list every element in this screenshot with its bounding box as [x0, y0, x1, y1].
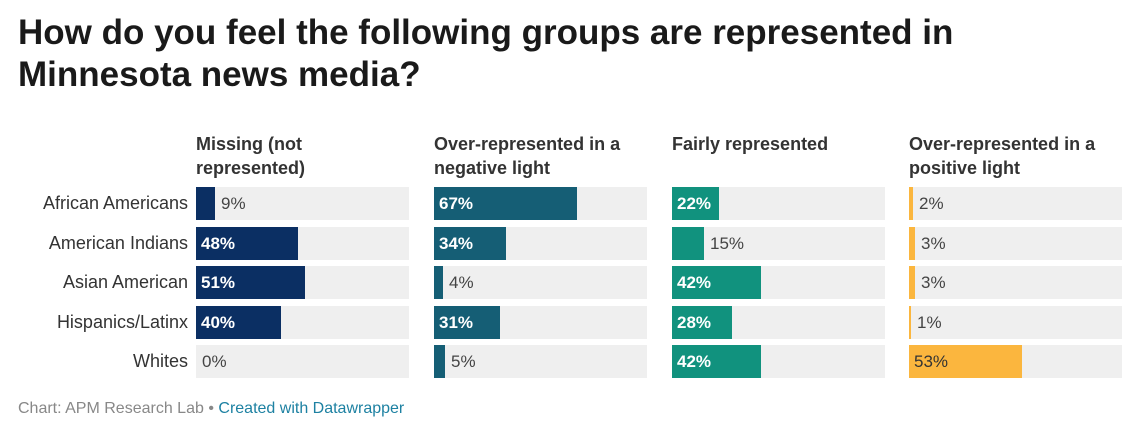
bar-track: 28%: [672, 305, 885, 339]
bar-track: 67%: [434, 187, 647, 220]
bar-fairly-represented-african-americans: [672, 187, 719, 220]
bar-fairly-represented-american-indians: [672, 226, 704, 260]
bar-track: 53%: [909, 345, 1122, 378]
row-label-asian-american: Asian American: [62, 272, 188, 292]
value-label: 3%: [921, 273, 946, 292]
row-label-whites: Whites: [132, 351, 188, 371]
bar-track: 15%: [672, 226, 885, 260]
bar-over-represented-in-a-positive-light-american-indians: [909, 226, 915, 260]
value-label: 40%: [201, 312, 236, 332]
value-label: 53%: [914, 352, 949, 371]
bar-missing-not-represented-american-indians: [196, 226, 298, 260]
row-label-american-indians: American Indians: [48, 232, 188, 253]
bar-missing-not-represented-hispanics-latinx: [196, 305, 281, 339]
bar-track: 48%: [196, 226, 409, 260]
datawrapper-link[interactable]: Created with Datawrapper: [218, 400, 405, 417]
value-label: 9%: [221, 194, 246, 213]
bar-track: 34%: [434, 226, 647, 260]
value-label: 3%: [921, 233, 946, 253]
column-header-missing-not-represented: Missing (not represented): [196, 134, 306, 178]
column-header-over-represented-in-a-positive-light: Over-represented in a positive light: [909, 134, 1096, 178]
value-label: 42%: [677, 273, 712, 292]
bar-track: 51%: [196, 266, 409, 299]
bar-track: 3%: [909, 266, 1122, 299]
value-label: 48%: [201, 233, 236, 253]
bar-track: 31%: [434, 305, 647, 339]
bar-track: 22%: [672, 187, 885, 220]
bar-fairly-represented-asian-american: [672, 266, 761, 299]
bar-over-represented-in-a-positive-light-hispanics-latinx: [909, 305, 911, 339]
value-label: 1%: [917, 312, 942, 332]
bar-over-represented-in-a-negative-light-american-indians: [434, 226, 506, 260]
bar-over-represented-in-a-negative-light-african-americans: [434, 187, 577, 220]
bar-over-represented-in-a-positive-light-whites: [909, 345, 1022, 378]
bar-track: 2%: [909, 187, 1122, 220]
value-label: 51%: [201, 273, 236, 292]
column-header-fairly-represented: Fairly represented: [672, 134, 829, 154]
bar-track: 40%: [196, 305, 409, 339]
bar-track: 3%: [909, 226, 1122, 260]
chart-title: How do you feel the following groups are…: [18, 13, 954, 94]
bar-over-represented-in-a-positive-light-asian-american: [909, 266, 915, 299]
bar-over-represented-in-a-positive-light-african-americans: [909, 187, 913, 220]
bar-track: 4%: [434, 266, 647, 299]
source-note: Chart: APM Research Lab: [18, 400, 204, 417]
row-label-hispanics-latinx: Hispanics/Latinx: [56, 311, 188, 332]
bar-track: 42%: [672, 345, 885, 378]
value-label: 34%: [439, 233, 474, 253]
bar-track: 5%: [434, 345, 647, 378]
value-label: 0%: [202, 352, 227, 371]
value-label: 4%: [449, 273, 474, 292]
bar-track: 1%: [909, 305, 1122, 339]
value-label: 31%: [439, 312, 474, 332]
value-label: 67%: [439, 194, 474, 213]
bar-track: 0%: [196, 345, 409, 378]
footer: Chart: APM Research Lab • Created with D…: [18, 400, 404, 418]
bar-track: 42%: [672, 266, 885, 299]
bar-over-represented-in-a-negative-light-whites: [434, 345, 445, 378]
bar-track: 9%: [196, 187, 409, 220]
value-label: 15%: [710, 233, 745, 253]
bar-fairly-represented-whites: [672, 345, 761, 378]
row-label-african-americans: African Americans: [42, 193, 188, 213]
value-label: 28%: [677, 312, 712, 332]
value-label: 5%: [451, 352, 476, 371]
bar-over-represented-in-a-negative-light-hispanics-latinx: [434, 305, 500, 339]
value-label: 22%: [677, 194, 712, 213]
bar-fairly-represented-hispanics-latinx: [672, 305, 732, 339]
value-label: 2%: [919, 194, 944, 213]
bar-missing-not-represented-african-americans: [196, 187, 215, 220]
column-header-over-represented-in-a-negative-light: Over-represented in a negative light: [434, 134, 621, 178]
footer-separator: •: [208, 400, 214, 417]
bar-over-represented-in-a-negative-light-asian-american: [434, 266, 443, 299]
bar-missing-not-represented-asian-american: [196, 266, 305, 299]
value-label: 42%: [677, 352, 712, 371]
